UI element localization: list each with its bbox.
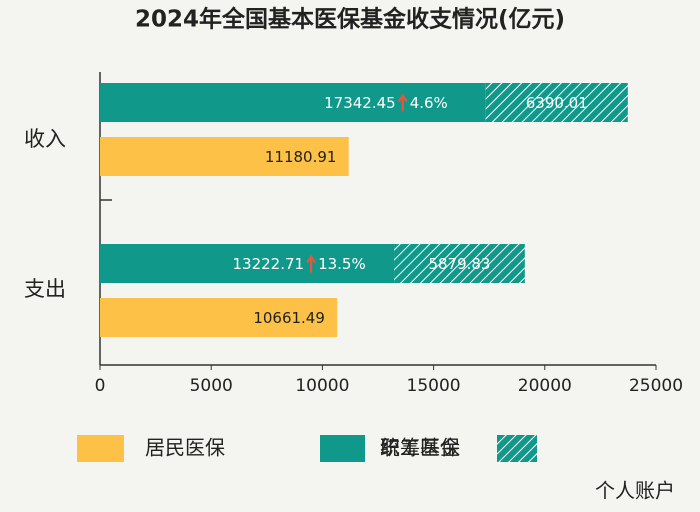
chart-title: 2024年全国基本医保基金收支情况(亿元) (135, 6, 565, 33)
growth-label: 4.6% (410, 94, 448, 112)
growth-arrow (397, 93, 408, 112)
x-tick-label: 20000 (518, 376, 572, 396)
value-label: 11180.91 (265, 148, 337, 166)
legend-label: 统筹基金 (380, 436, 460, 460)
bar (100, 244, 395, 283)
category-label: 收入 (24, 127, 66, 151)
bar (100, 83, 486, 122)
growth-arrow (306, 254, 316, 273)
x-tick-label: 10000 (295, 376, 349, 396)
category-label: 支出 (24, 277, 66, 301)
bar (394, 244, 525, 283)
legend-swatch (320, 435, 365, 462)
x-tick-label: 0 (95, 376, 106, 396)
growth-label: 13.5% (318, 255, 366, 273)
x-tick-label: 15000 (407, 376, 461, 396)
x-tick-label: 25000 (629, 376, 683, 396)
value-label: 17342.45 (324, 94, 396, 112)
value-label: 5879.83 (428, 255, 490, 273)
bar (100, 137, 349, 176)
value-label: 6390.01 (526, 94, 588, 112)
x-tick-label: 5000 (190, 376, 233, 396)
bar (485, 83, 628, 122)
value-label: 10661.49 (253, 309, 325, 327)
legend-group-label: 职工医保 (380, 436, 460, 460)
legend-swatch (77, 435, 124, 462)
bar (100, 298, 338, 337)
legend-swatch (497, 435, 537, 462)
legend-label: 居民医保 (145, 436, 225, 460)
value-label: 13222.71 (232, 255, 304, 273)
legend-label: 个人账户 (595, 479, 675, 503)
